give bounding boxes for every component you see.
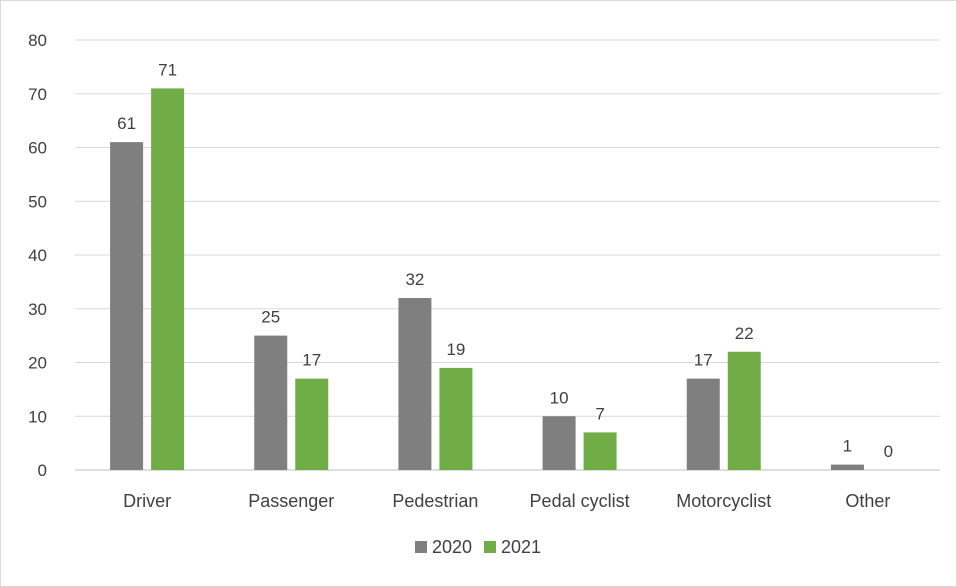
label-layer: 010203040506070806171Driver2517Passenger…	[28, 31, 893, 511]
y-tick-label-70: 70	[28, 85, 47, 104]
grid-layer	[75, 39, 940, 471]
bar-2021-pedestrian	[439, 367, 473, 470]
y-tick-label-0: 0	[38, 461, 47, 480]
legend-label-2021: 2021	[501, 537, 541, 557]
bar-2020-passenger	[254, 335, 288, 470]
data-label-2020-other: 1	[843, 437, 852, 456]
y-tick-label-80: 80	[28, 31, 47, 50]
bar-layer	[110, 88, 864, 470]
legend: 2020 2021	[415, 537, 541, 557]
y-tick-label-20: 20	[28, 354, 47, 373]
category-label-pedestrian: Pedestrian	[392, 491, 478, 511]
data-label-2021-other: 0	[884, 442, 893, 461]
bar-2020-pedal-cyclist	[542, 416, 576, 470]
y-tick-label-60: 60	[28, 139, 47, 158]
bar-2020-other	[830, 464, 864, 470]
bar-2021-pedal-cyclist	[583, 432, 617, 470]
y-tick-label-30: 30	[28, 300, 47, 319]
category-label-pedal-cyclist: Pedal cyclist	[530, 491, 630, 511]
bar-2021-driver	[151, 88, 185, 470]
data-label-2020-driver: 61	[117, 114, 136, 133]
category-label-other: Other	[845, 491, 890, 511]
data-label-2021-driver: 71	[158, 60, 177, 79]
category-label-driver: Driver	[123, 491, 171, 511]
data-label-2020-motorcyclist: 17	[694, 351, 713, 370]
data-label-2020-passenger: 25	[261, 308, 280, 327]
data-label-2021-motorcyclist: 22	[735, 324, 754, 343]
data-label-2021-pedestrian: 19	[446, 340, 465, 359]
y-tick-label-50: 50	[28, 192, 47, 211]
bar-2021-passenger	[295, 378, 329, 470]
bar-2020-pedestrian	[398, 298, 432, 470]
data-label-2020-pedestrian: 32	[405, 270, 424, 289]
category-label-motorcyclist: Motorcyclist	[676, 491, 771, 511]
data-label-2021-passenger: 17	[302, 351, 321, 370]
y-tick-label-40: 40	[28, 246, 47, 265]
y-tick-label-10: 10	[28, 407, 47, 426]
data-label-2021-pedal-cyclist: 7	[595, 404, 604, 423]
legend-swatch-2020	[415, 541, 427, 553]
legend-label-2020: 2020	[432, 537, 472, 557]
bar-2020-driver	[110, 142, 144, 470]
legend-swatch-2021	[484, 541, 496, 553]
bar-2020-motorcyclist	[686, 378, 720, 470]
bar-2021-motorcyclist	[727, 351, 761, 470]
data-label-2020-pedal-cyclist: 10	[550, 388, 569, 407]
category-label-passenger: Passenger	[248, 491, 334, 511]
